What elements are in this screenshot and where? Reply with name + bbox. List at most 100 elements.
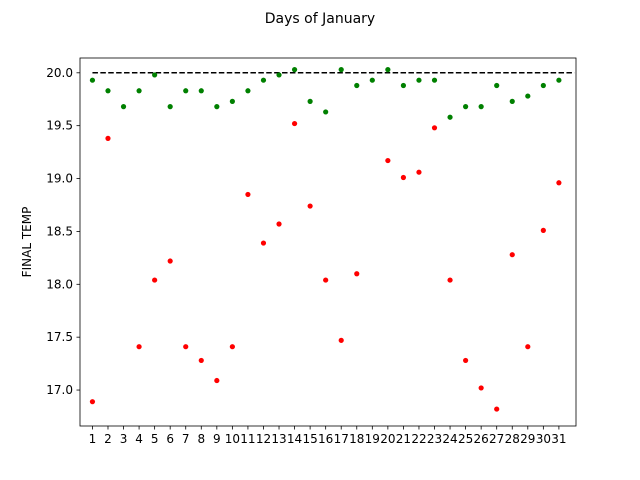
series-2-point-5 bbox=[152, 277, 158, 283]
series-1-point-29 bbox=[525, 93, 531, 99]
series-2-point-26 bbox=[478, 385, 484, 391]
y-tick-label-19.0: 19.0 bbox=[46, 172, 73, 186]
series-2-point-4 bbox=[136, 344, 142, 350]
x-tick-label-20: 20 bbox=[380, 432, 395, 446]
series-1-point-27 bbox=[494, 82, 500, 89]
series-2-point-30 bbox=[540, 227, 546, 233]
series-2-point-28 bbox=[509, 252, 515, 258]
series-1-point-2 bbox=[105, 88, 111, 94]
series-2-point-29 bbox=[525, 344, 531, 350]
series-1-point-21 bbox=[400, 82, 407, 89]
series-1-point-26 bbox=[478, 104, 484, 110]
x-tick-label-19: 19 bbox=[365, 432, 380, 446]
series-1-point-12 bbox=[260, 77, 267, 83]
series-2-point-16 bbox=[323, 277, 329, 283]
series-1-point-8 bbox=[198, 88, 204, 94]
series-2-point-9 bbox=[214, 377, 220, 384]
series-2-point-7 bbox=[183, 344, 189, 350]
series-1-point-4 bbox=[136, 88, 142, 94]
series-1-point-30 bbox=[540, 82, 546, 89]
series-1-point-5 bbox=[152, 72, 158, 78]
series-1-point-23 bbox=[431, 77, 438, 83]
series-1-point-22 bbox=[416, 77, 422, 83]
chart-title: Days of January bbox=[265, 11, 375, 27]
plot-frame bbox=[79, 57, 577, 427]
series-2-point-22 bbox=[416, 169, 422, 175]
x-tick-label-18: 18 bbox=[349, 432, 364, 446]
x-tick-label-25: 25 bbox=[458, 432, 473, 446]
y-tick-label-18.5: 18.5 bbox=[46, 224, 73, 238]
series-1-point-9 bbox=[214, 104, 220, 110]
x-tick-label-23: 23 bbox=[427, 432, 442, 446]
series-2-point-10 bbox=[229, 344, 235, 350]
series-2-point-13 bbox=[276, 221, 282, 227]
plot-area: 1 2 3 4 5 6 7 8 9 10 11 12 13 14 15 16 17 18 19 20 21 22 23 24 2… bbox=[46, 57, 577, 446]
x-tick-label-11: 11 bbox=[240, 432, 255, 446]
x-tick-label-21: 21 bbox=[396, 432, 411, 446]
y-tick-label-17.5: 17.5 bbox=[46, 330, 73, 344]
series-2-point-15 bbox=[307, 203, 313, 209]
series-2-point-2 bbox=[105, 135, 111, 141]
x-tick-label-13: 13 bbox=[271, 432, 286, 446]
series-1-point-18 bbox=[354, 82, 360, 89]
series-1-point-10 bbox=[229, 98, 235, 104]
series-2-point-8 bbox=[198, 357, 204, 364]
x-tick-label-12: 12 bbox=[256, 432, 271, 446]
series-1-point-6 bbox=[167, 104, 173, 110]
x-tick-label-27: 27 bbox=[489, 432, 504, 446]
x-tick-label-10: 10 bbox=[225, 432, 240, 446]
series-2-point-1 bbox=[89, 399, 96, 405]
series-1-point-3 bbox=[120, 104, 127, 110]
series-1-point-31 bbox=[556, 77, 562, 83]
x-tick-label-6: 6 bbox=[166, 432, 174, 446]
y-tick-label-19.5: 19.5 bbox=[46, 119, 73, 133]
series-1-point-19 bbox=[369, 77, 375, 83]
x-tick-label-22: 22 bbox=[411, 432, 426, 446]
x-tick-label-16: 16 bbox=[318, 432, 333, 446]
x-tick-label-7: 7 bbox=[182, 432, 190, 446]
x-tick-label-8: 8 bbox=[197, 432, 205, 446]
series-1-point-17 bbox=[338, 67, 344, 73]
series-1-point-15 bbox=[307, 98, 313, 104]
x-tick-label-28: 28 bbox=[505, 432, 520, 446]
y-tick-label-20.0: 20.0 bbox=[46, 66, 73, 80]
y-tick-label-18.0: 18.0 bbox=[46, 277, 73, 291]
x-tick-label-29: 29 bbox=[520, 432, 535, 446]
series-1-point-1 bbox=[89, 77, 96, 83]
x-tick-label-17: 17 bbox=[334, 432, 349, 446]
x-tick-label-15: 15 bbox=[302, 432, 317, 446]
series-2-point-11 bbox=[245, 191, 251, 198]
series-1-point-25 bbox=[463, 104, 469, 110]
series-2-point-20 bbox=[385, 157, 391, 164]
x-tick-label-24: 24 bbox=[442, 432, 457, 446]
x-tick-label-5: 5 bbox=[151, 432, 159, 446]
series-1-point-13 bbox=[276, 72, 282, 78]
series-1-point-20 bbox=[385, 67, 391, 73]
x-tick-label-31: 31 bbox=[551, 432, 566, 446]
x-tick-label-2: 2 bbox=[104, 432, 112, 446]
series-2-point-6 bbox=[167, 258, 173, 264]
x-tick-label-4: 4 bbox=[135, 432, 143, 446]
x-tick-label-30: 30 bbox=[536, 432, 551, 446]
x-tick-label-26: 26 bbox=[474, 432, 489, 446]
series-2-point-12 bbox=[260, 240, 267, 246]
series-1-point-14 bbox=[291, 67, 298, 73]
series-2-point-24 bbox=[447, 277, 453, 283]
x-tick-label-14: 14 bbox=[287, 432, 302, 446]
x-tick-label-9: 9 bbox=[213, 432, 221, 446]
series-1-point-24 bbox=[447, 114, 453, 120]
series-2-point-25 bbox=[463, 357, 469, 364]
series-1-point-28 bbox=[509, 98, 515, 104]
series-2-point-17 bbox=[338, 337, 344, 343]
series-1-point-16 bbox=[323, 109, 329, 115]
y-tick-label-17.0: 17.0 bbox=[46, 383, 73, 397]
y-axis-label: FINAL TEMP bbox=[20, 207, 34, 278]
series-2-point-18 bbox=[354, 271, 360, 277]
series-2-point-31 bbox=[556, 180, 562, 186]
series-2-point-23 bbox=[431, 125, 438, 131]
x-tick-label-1: 1 bbox=[89, 432, 97, 446]
x-tick-label-3: 3 bbox=[120, 432, 128, 446]
series-2-point-14 bbox=[291, 120, 298, 127]
series-2-point-27 bbox=[494, 406, 500, 412]
